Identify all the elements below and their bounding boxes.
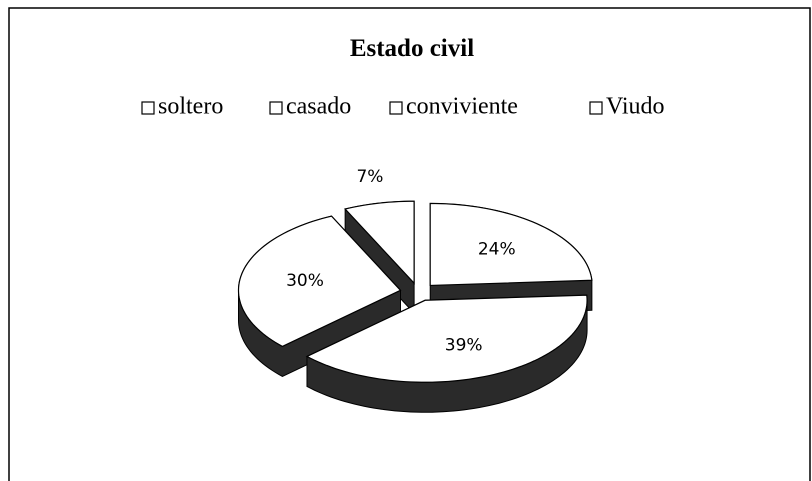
slice — [343, 200, 415, 285]
legend-label: soltero — [158, 94, 223, 120]
legend-label: conviviente — [406, 94, 518, 120]
data-label: 24% — [478, 240, 516, 260]
legend-swatch — [269, 101, 283, 115]
legend-label: Viudo — [606, 94, 665, 120]
legend-swatch — [389, 101, 403, 115]
data-label: 30% — [286, 271, 324, 291]
chart-frame — [8, 7, 811, 481]
legend-swatch — [589, 101, 603, 115]
data-label: 39% — [445, 335, 483, 355]
pie: 24% 39% 30% 7% — [237, 167, 593, 413]
legend-swatch — [141, 101, 155, 115]
slice — [237, 215, 402, 348]
data-label: 7% — [356, 167, 383, 187]
slice — [429, 202, 593, 287]
slice — [305, 294, 588, 383]
chart-title: Estado civil — [350, 35, 474, 62]
legend: soltero casado conviviente Viudo — [141, 94, 665, 120]
legend-label: casado — [286, 94, 351, 120]
